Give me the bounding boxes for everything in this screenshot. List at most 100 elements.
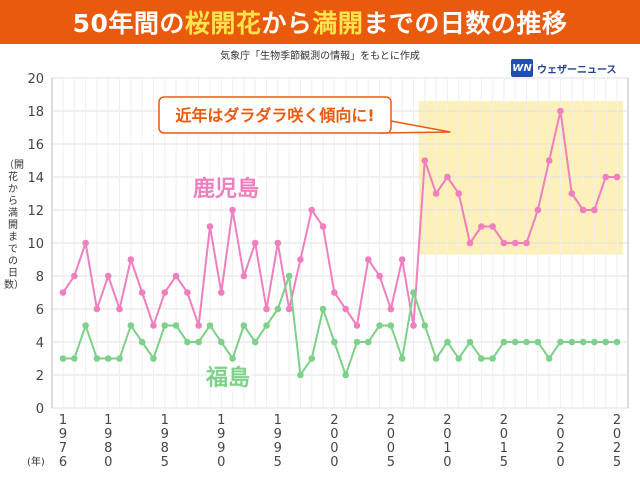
series-point-1 xyxy=(466,338,474,346)
series-label-1: 福島 xyxy=(205,365,250,391)
series-point-0 xyxy=(104,272,112,280)
series-point-0 xyxy=(466,239,474,247)
series-point-1 xyxy=(500,338,508,346)
series-point-0 xyxy=(71,272,78,280)
series-point-1 xyxy=(331,338,338,346)
series-point-0 xyxy=(534,206,542,214)
series-label-0: 鹿児島 xyxy=(193,176,259,202)
series-point-1 xyxy=(138,338,146,346)
series-point-0 xyxy=(251,239,259,247)
callout-box xyxy=(158,96,392,134)
y-tick-label: 14 xyxy=(27,171,44,186)
series-point-0 xyxy=(263,305,270,313)
series-point-1 xyxy=(398,355,406,362)
y-tick-label: 20 xyxy=(27,72,44,87)
series-point-1 xyxy=(297,371,304,379)
series-point-1 xyxy=(591,338,598,346)
series-point-1 xyxy=(206,322,214,329)
series-point-0 xyxy=(331,289,338,296)
y-tick-label: 6 xyxy=(36,303,44,318)
callout-pointer-mask xyxy=(375,123,389,132)
series-point-0 xyxy=(274,239,282,247)
series-point-0 xyxy=(172,272,180,280)
series-point-0 xyxy=(376,272,383,280)
series-point-0 xyxy=(127,256,135,263)
series-point-0 xyxy=(206,223,214,230)
series-point-0 xyxy=(93,305,101,313)
series-point-1 xyxy=(523,338,530,346)
series-point-0 xyxy=(557,107,564,115)
series-point-0 xyxy=(353,322,361,329)
series-point-0 xyxy=(195,322,202,329)
series-point-0 xyxy=(421,157,429,164)
source-note: 気象庁「生物季節観測の情報」をもとに作成 xyxy=(220,51,420,62)
series-point-1 xyxy=(319,305,327,313)
series-point-1 xyxy=(353,338,361,346)
chart-title: 50年間の 桜開花 から 満開 までの日数の推移 xyxy=(0,0,640,44)
series-point-0 xyxy=(150,322,157,329)
series-point-1 xyxy=(184,338,191,346)
series-point-0 xyxy=(410,322,417,329)
title-part-5: までの日数の推移 xyxy=(363,9,568,38)
y-tick-label: 4 xyxy=(36,336,44,351)
title-part-4: 満開 xyxy=(312,9,364,38)
series-point-0 xyxy=(579,206,587,214)
series-point-0 xyxy=(116,305,123,313)
series-point-1 xyxy=(195,338,202,346)
series-point-0 xyxy=(545,157,553,164)
series-point-0 xyxy=(308,206,316,214)
series-point-1 xyxy=(602,338,609,346)
y-tick-label: 12 xyxy=(27,204,44,219)
series-point-1 xyxy=(274,305,282,313)
logo-text: ウェザーニュース xyxy=(537,64,617,76)
series-point-0 xyxy=(568,190,576,197)
series-point-1 xyxy=(489,355,496,362)
series-point-1 xyxy=(545,355,553,362)
title-part-3: から xyxy=(261,9,313,38)
series-point-1 xyxy=(71,355,78,362)
series-point-1 xyxy=(387,322,395,329)
series-point-1 xyxy=(511,338,519,346)
y-tick-label: 8 xyxy=(36,270,44,285)
series-point-0 xyxy=(161,289,169,296)
series-point-0 xyxy=(591,206,598,214)
series-point-1 xyxy=(534,338,542,346)
y-tick-label: 2 xyxy=(36,369,44,384)
series-point-1 xyxy=(421,322,429,329)
series-point-1 xyxy=(568,338,576,346)
series-point-0 xyxy=(387,305,395,313)
series-point-1 xyxy=(172,322,180,329)
series-point-1 xyxy=(579,338,587,346)
series-point-0 xyxy=(138,289,146,296)
series-point-0 xyxy=(59,289,67,296)
y-tick-label: 0 xyxy=(36,402,44,417)
series-point-1 xyxy=(127,322,135,329)
series-point-0 xyxy=(398,256,406,263)
series-point-0 xyxy=(478,223,485,230)
series-point-1 xyxy=(229,355,236,362)
series-point-1 xyxy=(104,355,112,362)
series-point-1 xyxy=(240,322,248,329)
series-point-0 xyxy=(82,239,89,247)
y-tick-label: 18 xyxy=(27,105,44,120)
series-point-1 xyxy=(217,338,225,346)
logo-mark: WN xyxy=(511,59,533,77)
series-point-1 xyxy=(613,338,621,346)
callout-text: 近年はダラダラ咲く傾向に! xyxy=(175,106,374,125)
series-point-1 xyxy=(557,338,564,346)
series-point-1 xyxy=(161,322,169,329)
y-axis-label: （開花から満開までの日数） xyxy=(4,160,24,291)
series-point-0 xyxy=(432,190,440,197)
series-point-1 xyxy=(342,371,349,379)
series-point-0 xyxy=(455,190,463,197)
